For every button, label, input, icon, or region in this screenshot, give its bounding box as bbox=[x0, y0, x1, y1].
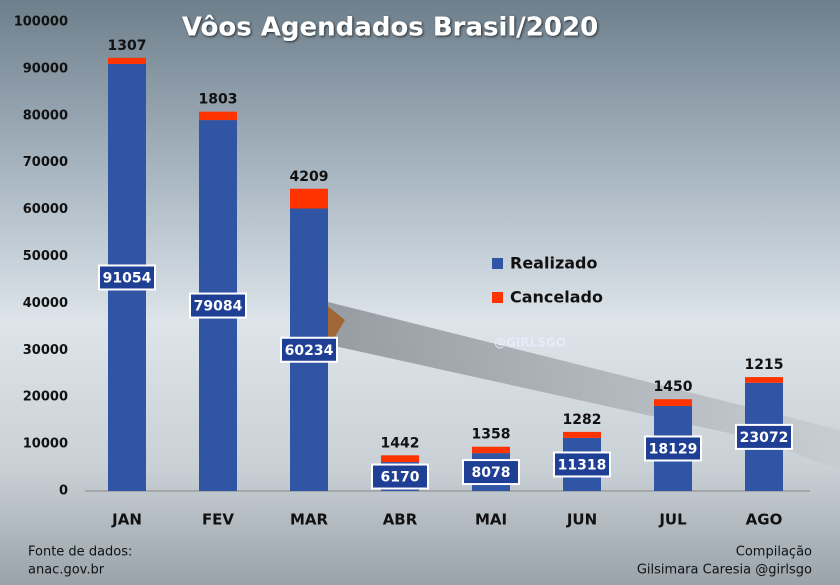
value-label: 11318 bbox=[558, 457, 607, 473]
y-tick-label: 40000 bbox=[23, 296, 68, 311]
x-tick-label: JUN bbox=[566, 511, 597, 529]
y-tick-label: 70000 bbox=[23, 155, 68, 170]
value-label: 1307 bbox=[108, 38, 147, 54]
legend-swatch bbox=[492, 258, 503, 269]
source-line: anac.gov.br bbox=[28, 563, 105, 578]
watermark: @GIRLSGO bbox=[494, 336, 566, 350]
value-label-box bbox=[462, 459, 520, 486]
y-tick-label: 60000 bbox=[23, 202, 68, 217]
chart-title: Vôos Agendados Brasil/2020 bbox=[182, 13, 598, 43]
value-label: 1282 bbox=[563, 412, 602, 428]
value-label-box bbox=[735, 423, 793, 450]
value-label: 79084 bbox=[194, 299, 243, 315]
value-label: 6170 bbox=[381, 470, 420, 486]
value-label-box bbox=[553, 451, 611, 478]
legend-label: Realizado bbox=[510, 254, 598, 273]
x-tick-label: ABR bbox=[383, 511, 418, 529]
x-tick-label: MAI bbox=[475, 511, 507, 529]
credit-line: Gilsimara Caresia @girlsgo bbox=[637, 563, 812, 578]
value-label-box bbox=[98, 264, 156, 291]
x-tick-label: FEV bbox=[202, 511, 234, 529]
legend-label: Cancelado bbox=[510, 288, 603, 307]
y-tick-label: 10000 bbox=[23, 437, 68, 452]
value-label: 1215 bbox=[745, 357, 784, 373]
x-tick-label: JAN bbox=[111, 511, 142, 529]
bar-segment bbox=[108, 57, 146, 64]
y-tick-label: 0 bbox=[59, 484, 68, 499]
bar-segment bbox=[745, 377, 783, 383]
value-label: 1803 bbox=[199, 92, 238, 108]
y-tick-label: 80000 bbox=[23, 108, 68, 123]
x-tick-label: JUL bbox=[658, 511, 687, 529]
y-tick-label: 100000 bbox=[14, 15, 68, 30]
y-tick-label: 50000 bbox=[23, 249, 68, 264]
value-label: 1442 bbox=[381, 435, 420, 451]
bar-segment bbox=[472, 446, 510, 454]
value-label: 91054 bbox=[103, 270, 152, 286]
y-tick-label: 90000 bbox=[23, 61, 68, 76]
value-label: 1450 bbox=[654, 379, 693, 395]
value-label: 23072 bbox=[740, 430, 789, 446]
credit-line: Compilação bbox=[736, 545, 812, 560]
y-tick-label: 20000 bbox=[23, 390, 68, 405]
value-label-box bbox=[371, 463, 429, 490]
value-label-box bbox=[280, 336, 338, 363]
value-label: 4209 bbox=[290, 169, 329, 185]
x-tick-label: AGO bbox=[746, 511, 783, 529]
x-tick-label: MAR bbox=[290, 511, 329, 529]
bar-segment bbox=[199, 111, 237, 121]
value-label: 8078 bbox=[472, 465, 511, 481]
y-tick-label: 30000 bbox=[23, 343, 68, 358]
value-label-box bbox=[644, 435, 702, 462]
value-label: 18129 bbox=[649, 441, 698, 457]
value-label: 60234 bbox=[285, 343, 334, 359]
source-line: Fonte de dados: bbox=[28, 545, 132, 560]
value-label-box bbox=[189, 292, 247, 319]
bar-segment bbox=[381, 455, 419, 463]
wing bbox=[320, 300, 840, 470]
bar-segment bbox=[563, 431, 601, 438]
bar-segment bbox=[290, 188, 328, 209]
legend-swatch bbox=[492, 292, 503, 303]
value-label: 1358 bbox=[472, 427, 511, 443]
bar-segment bbox=[654, 399, 692, 406]
